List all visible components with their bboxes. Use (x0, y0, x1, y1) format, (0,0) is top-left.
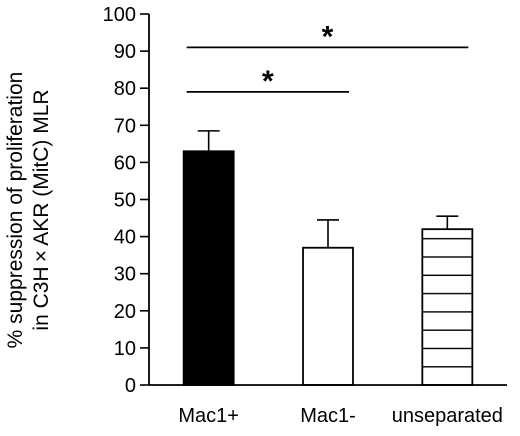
x-axis-category-labels: Mac1+ Mac1- unseparated (178, 405, 503, 427)
error-bars (197, 130, 459, 248)
y-tick-label-40: 40 (114, 227, 136, 249)
y-tick-label-50: 50 (114, 190, 136, 212)
significance-star-2: * (322, 20, 334, 53)
error-bar-2 (317, 219, 339, 248)
y-axis-title: % suppression of proliferation in C3H × … (4, 72, 53, 349)
y-axis-title-line1: % suppression of proliferation (4, 72, 27, 349)
significance-star-1: * (262, 65, 274, 98)
y-tick-label-90: 90 (114, 41, 136, 63)
y-tick-label-10: 10 (114, 338, 136, 360)
significance-brackets: ** (186, 20, 469, 98)
bars (182, 150, 474, 386)
y-axis-title-line2: in C3H × AKR (MitC) MLR (30, 89, 53, 330)
y-tick-label-20: 20 (114, 301, 136, 323)
y-axis-ticks: 0 10 20 30 40 50 60 70 80 90 100 (103, 4, 149, 397)
y-tick-label-80: 80 (114, 78, 136, 100)
error-bar-3 (436, 215, 459, 230)
bar-2 (302, 246, 354, 386)
error-bar-1 (197, 130, 220, 152)
axes (148, 14, 507, 386)
bar-1 (182, 150, 235, 386)
y-tick-label-0: 0 (125, 375, 136, 397)
category-label-3: unseparated (392, 405, 503, 427)
category-label-1: Mac1+ (178, 405, 239, 427)
y-tick-label-60: 60 (114, 152, 136, 174)
y-tick-label-70: 70 (114, 115, 136, 137)
category-label-2: Mac1- (300, 405, 356, 427)
y-tick-label-100: 100 (103, 4, 136, 26)
y-tick-label-30: 30 (114, 264, 136, 286)
bar-3 (421, 228, 474, 386)
